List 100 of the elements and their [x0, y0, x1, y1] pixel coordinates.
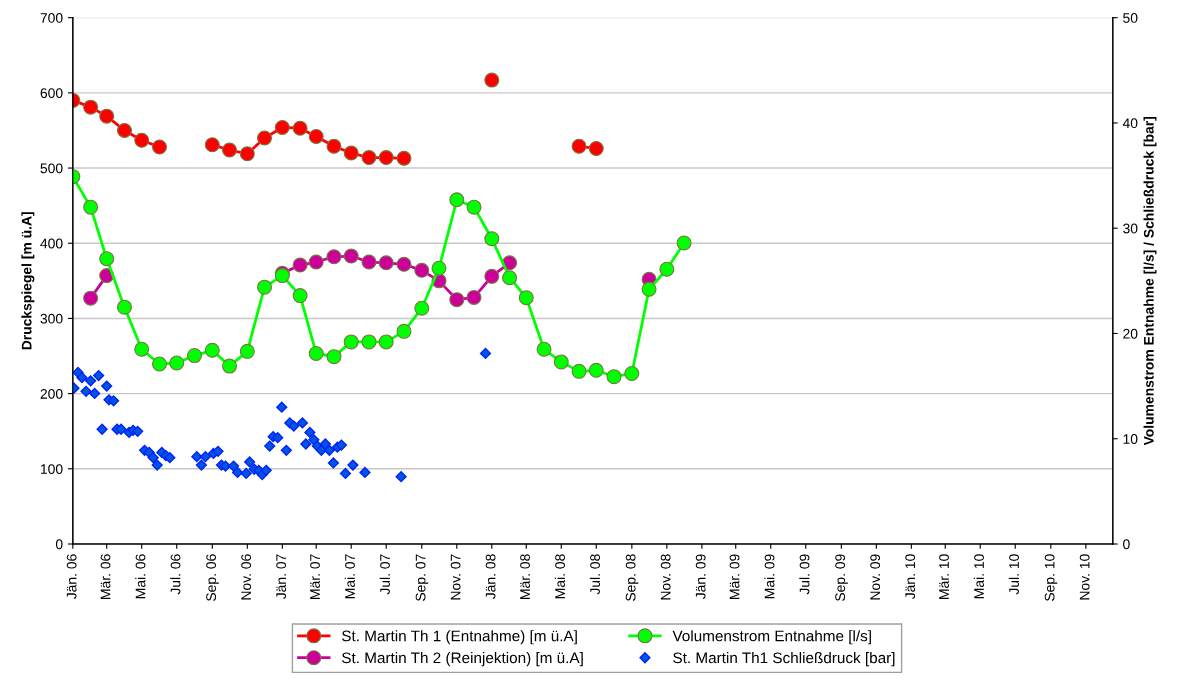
- point: [343, 334, 359, 350]
- point: [343, 248, 359, 264]
- point: [116, 122, 132, 138]
- point: [396, 323, 412, 339]
- y2-tick-label: 40: [1122, 118, 1138, 129]
- point: [83, 290, 99, 306]
- point: [169, 355, 185, 371]
- y2-tick-label: 0: [1123, 539, 1130, 550]
- point: [361, 334, 377, 350]
- y-tick-label: 600: [40, 88, 63, 99]
- legend-label: St. Martin Th 1 (Entnahme) [m ü.A]: [341, 630, 577, 645]
- point: [518, 290, 534, 306]
- x-tick-label: Jän. 08: [485, 554, 496, 600]
- point: [257, 279, 273, 295]
- point: [99, 108, 115, 124]
- point: [187, 348, 203, 364]
- x-tick-label: Nov. 06: [241, 554, 252, 600]
- x-tick-label: Jul. 09: [799, 554, 810, 595]
- x-tick-label: Mai. 08: [554, 554, 565, 599]
- x-tick-label: Jul. 07: [379, 554, 390, 595]
- point: [466, 199, 482, 215]
- point: [292, 257, 308, 273]
- point: [606, 369, 622, 385]
- point: [553, 354, 569, 370]
- x-tick-label: Mär. 09: [729, 554, 740, 599]
- point: [83, 199, 99, 215]
- y2-tick-label: 10: [1123, 434, 1138, 444]
- y-tick-label: 500: [40, 163, 63, 174]
- point: [222, 142, 238, 158]
- y-axis-title: Druckspiegel [m ü.A]: [21, 212, 35, 350]
- point: [308, 128, 324, 144]
- point: [449, 192, 465, 208]
- point: [571, 138, 587, 154]
- point: [449, 292, 465, 308]
- x-tick-label: Nov. 07: [450, 554, 461, 600]
- x-tick-label: Jän. 06: [66, 554, 77, 600]
- x-tick-label: Mai. 10: [973, 554, 984, 599]
- point: [134, 341, 150, 357]
- x-tick-label: Mär. 07: [310, 554, 320, 599]
- y-tick-label: 0: [55, 539, 63, 550]
- x-tick-label: Mai. 07: [344, 554, 355, 599]
- point: [204, 342, 220, 358]
- point: [536, 341, 552, 357]
- point: [588, 141, 604, 157]
- y-tick-label: 100: [41, 464, 63, 474]
- point: [222, 358, 238, 374]
- point: [588, 362, 604, 378]
- x-tick-label: Jul. 10: [1008, 554, 1019, 595]
- point: [571, 363, 587, 379]
- point: [378, 150, 394, 166]
- point: [361, 254, 377, 270]
- point: [414, 262, 430, 278]
- point: [292, 120, 308, 136]
- point: [676, 235, 692, 251]
- x-tick-label: Mär. 06: [100, 554, 111, 599]
- point: [484, 231, 500, 247]
- x-tick-label: Sep. 10: [1044, 554, 1058, 601]
- x-tick-label: Jul. 06: [170, 554, 181, 595]
- y2-tick-label: 50: [1123, 13, 1138, 23]
- x-tick-label: Sep. 06: [206, 554, 219, 601]
- point: [308, 345, 324, 361]
- point: [326, 138, 342, 154]
- point: [239, 343, 255, 359]
- point: [641, 281, 657, 297]
- point: [257, 130, 273, 146]
- point: [83, 99, 99, 115]
- x-tick-label: Nov. 10: [1079, 554, 1090, 600]
- x-tick-label: Jän. 07: [276, 554, 287, 600]
- point: [274, 119, 290, 135]
- x-tick-label: Mai. 06: [135, 554, 146, 599]
- point: [414, 300, 430, 316]
- point: [326, 349, 342, 365]
- point: [396, 256, 412, 272]
- y-tick-label: 300: [40, 313, 63, 324]
- point: [484, 72, 500, 88]
- y2-tick-label: 20: [1123, 328, 1138, 339]
- x-tick-label: Nov. 08: [660, 554, 671, 600]
- point: [484, 268, 500, 284]
- point: [466, 289, 482, 305]
- point: [624, 365, 640, 381]
- point: [204, 137, 220, 153]
- y-tick-label: 400: [40, 238, 63, 249]
- x-tick-label: Jul. 08: [589, 554, 600, 595]
- x-tick-label: Mai. 09: [764, 554, 775, 599]
- legend-label: St. Martin Th 2 (Reinjektion) [m ü.A]: [341, 652, 583, 667]
- x-tick-label: Sep. 07: [415, 554, 429, 601]
- x-tick-label: Jän. 10: [905, 554, 916, 600]
- legend-label: Volumenstrom Entnahme [l/s]: [672, 630, 871, 645]
- point: [134, 132, 150, 148]
- legend-label: St. Martin Th1 Schließdruck [bar]: [673, 652, 895, 667]
- point: [378, 255, 394, 271]
- point: [239, 146, 255, 162]
- point: [292, 288, 308, 304]
- point: [431, 260, 447, 276]
- point: [502, 270, 518, 286]
- point: [326, 249, 342, 265]
- x-tick-label: Mär. 10: [939, 554, 949, 599]
- point: [308, 254, 324, 270]
- point: [396, 150, 412, 166]
- point: [151, 139, 167, 155]
